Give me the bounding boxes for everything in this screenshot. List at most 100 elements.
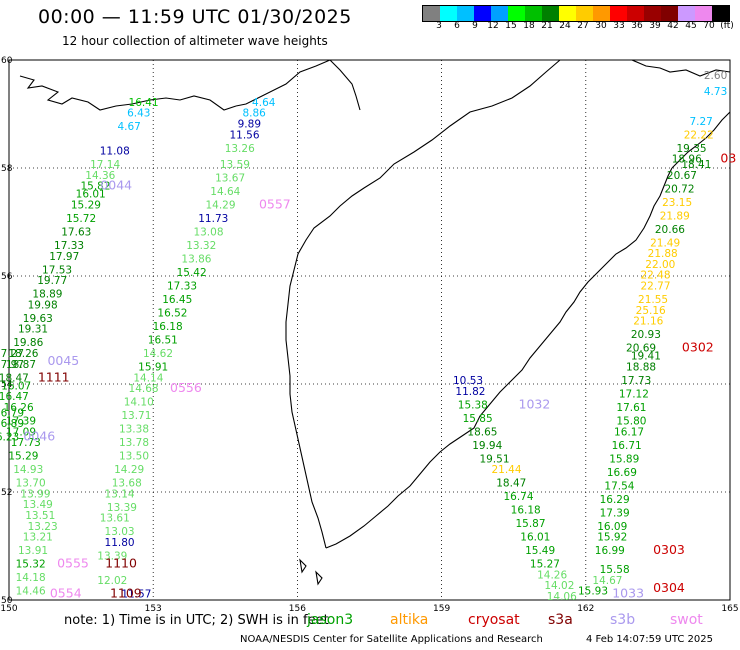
wave-height-value: 14.26 [537,569,567,581]
lon-tick-label: 159 [433,604,450,614]
wave-height-value: 13.23 [28,521,58,533]
lon-tick-label: 150 [0,604,17,614]
satellite-label-jason3: jason3 [307,612,354,628]
pass-time-label: 0304 [653,580,685,595]
wave-height-value: 14.64 [210,186,240,198]
wave-height-value: 16.01 [520,532,550,544]
wave-height-value: 22.48 [640,270,670,282]
wave-height-value: 15.80 [616,416,646,428]
wave-height-value: 7.27 [689,116,712,128]
wave-height-value: 13.78 [119,437,149,449]
wave-height-value: 18.96 [672,154,702,166]
wave-height-value: 16.79 [0,407,24,419]
wave-height-value: 16.17 [614,426,644,438]
wave-height-value: 10.53 [453,375,483,387]
color-legend-labels: 3 6 9 12 15 18 21 24 27 30 33 36 39 42 45 70 (ft) [422,21,736,31]
lon-tick-label: 156 [289,604,306,614]
lat-tick-label: 60 [1,56,13,66]
wave-height-value: 16.89 [0,418,24,430]
wave-height-value: 16.47 [0,391,29,403]
legend-swatch [423,6,440,21]
pass-time-label: 1109 [110,585,142,600]
wave-height-value: 15.27 [530,559,560,571]
wave-height-value: 14.14 [133,372,163,384]
wave-height-value: 13.61 [100,513,130,525]
wave-height-value: 19.51 [479,453,509,465]
lat-tick-label: 58 [1,164,13,174]
wave-height-value: 21.89 [660,210,690,222]
legend-label: 3 [436,21,442,31]
wave-height-value: 15.89 [609,453,639,465]
legend-swatch [542,6,559,21]
legend-label: 18 [523,21,535,31]
lon-tick-label: 165 [721,604,738,614]
wave-height-value: 14.29 [114,464,144,476]
wave-height-value: 2.60 [704,70,727,82]
legend-swatch [508,6,525,21]
wave-height-value: 19.31 [18,324,48,336]
wave-height-value: 16.09 [597,521,627,533]
wave-height-value: 17.97 [0,359,24,371]
wave-height-value: 14.46 [16,586,46,598]
pass-time-label: 0557 [259,197,291,212]
map-frame [8,59,731,601]
wave-height-value: 18.41 [681,159,711,171]
coastline-segment [235,59,331,107]
wave-height-value: 13.21 [23,532,53,544]
coastline-segment [671,111,731,169]
axis-ticks: 150 153 156 159 162 165 60 58 56 54 52 50 [0,56,738,614]
wave-height-value: 19.98 [28,299,58,311]
wave-height-value: 16.69 [607,467,637,479]
wave-height-value: 18.88 [626,362,656,374]
wave-height-value: 14.36 [85,170,115,182]
pass-time-label: 0046 [23,429,55,444]
wave-height-value: 13.08 [193,227,223,239]
wave-height-value: 17.09 [6,426,36,438]
wave-height-value: 13.49 [23,499,53,511]
wave-height-value: 13.39 [107,502,137,514]
wave-height-value: 15.87 [515,518,545,530]
legend-swatch [627,6,644,21]
wave-height-value: 16.41 [129,97,159,109]
wave-height-value: 17.12 [619,389,649,401]
wave-height-value: 18.87 [6,359,36,371]
satellite-label-swot: swot [670,612,703,628]
wave-height-value: 14.06 [547,591,577,603]
wave-height-value: 13.70 [16,478,46,490]
wave-height-value: 17.53 [42,264,72,276]
wave-height-value: 4.64 [252,97,276,109]
wave-height-value: 17.14 [90,159,120,171]
wave-height-value: 16.51 [148,335,178,347]
wave-height-value: 21.49 [650,237,680,249]
legend-swatch [559,6,576,21]
lat-tick-label: 50 [1,596,13,606]
legend-label: 27 [577,21,589,31]
wave-height-value: 14.10 [124,397,154,409]
coastline-segment [631,59,731,77]
wave-height-value: 15.42 [177,267,207,279]
wave-height-value: 13.68 [112,478,142,490]
coastline-segment [325,167,673,549]
legend-swatch [661,6,678,21]
legend-swatch [576,6,593,21]
wave-height-value: 4.73 [704,86,727,98]
coastline-segment [329,59,361,111]
wave-height-value: 21.16 [633,316,663,328]
legend-label: 45 [685,21,697,31]
map-title: 00:00 — 11:59 UTC 01/30/2025 [38,6,352,28]
legend-swatch [457,6,474,21]
coastline [19,59,731,586]
legend-label: 15 [505,21,517,31]
legend-swatch [712,6,729,21]
pass-time-label: 0045 [47,353,79,368]
wave-height-labels: 16.416.434.6711.0817.1414.3615.8216.0115… [0,70,727,603]
legend-label: 6 [454,21,460,31]
legend-label: 9 [472,21,478,31]
wave-height-value: 15.82 [80,181,110,193]
wave-height-value: 13.67 [215,173,245,185]
wave-height-value: 18.47 [0,372,29,384]
wave-height-value: 6.43 [127,108,150,120]
wave-height-value: 15.93 [578,586,608,598]
